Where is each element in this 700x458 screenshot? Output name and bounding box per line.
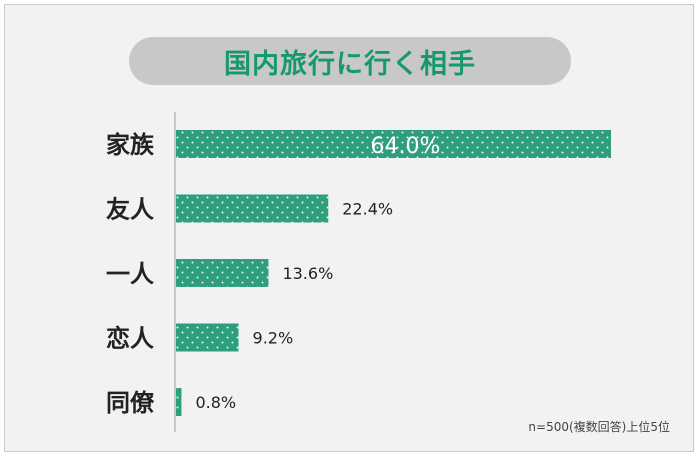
bar bbox=[176, 323, 239, 352]
value-label: 0.8% bbox=[195, 393, 236, 412]
category-label: 一人 bbox=[106, 260, 154, 288]
chart-title: 国内旅行に行く相手 bbox=[224, 48, 476, 80]
category-label: 同僚 bbox=[106, 389, 155, 417]
bar bbox=[176, 259, 269, 287]
bar bbox=[176, 194, 329, 223]
value-label: 9.2% bbox=[253, 329, 294, 348]
category-label: 友人 bbox=[106, 196, 154, 224]
value-label: 22.4% bbox=[342, 200, 393, 219]
title-banner: 国内旅行に行く相手 bbox=[129, 37, 571, 85]
bar bbox=[176, 130, 611, 158]
value-label: 13.6% bbox=[282, 264, 333, 283]
category-label: 恋人 bbox=[106, 325, 154, 353]
sample-note: n=500(複数回答)上位5位 bbox=[528, 420, 670, 434]
value-label: 64.0% bbox=[371, 134, 441, 159]
category-label: 家族 bbox=[106, 131, 155, 159]
bar bbox=[176, 388, 182, 416]
